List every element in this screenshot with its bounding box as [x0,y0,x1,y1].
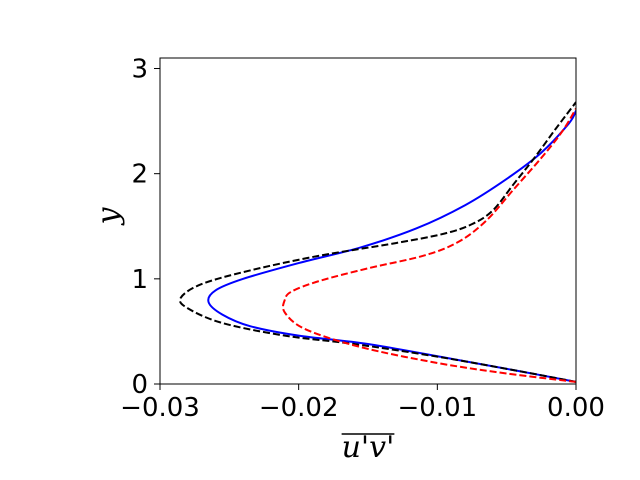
plot-area [160,58,576,384]
series-layer [178,101,576,383]
y-tick-label: 1 [131,265,148,295]
series-line-2 [178,101,576,383]
y-tick-label: 0 [131,370,148,400]
y-axis-label: y [91,206,126,226]
x-tick-label: −0.03 [120,393,200,423]
series-line-1 [207,110,576,383]
x-axis-label-group: u'v' [341,430,395,465]
x-tick-label: 0.00 [547,393,605,423]
x-tick-label: −0.02 [259,393,339,423]
x-tick-label: −0.01 [397,393,477,423]
y-tick-label: 3 [131,55,148,85]
y-axis: 0 1 2 3 [131,55,160,400]
plot-frame [159,57,577,385]
series-line-3 [281,107,576,383]
x-axis-label: u'v' [342,430,395,465]
x-axis: −0.03 −0.02 −0.01 0.00 [120,384,605,423]
y-tick-label: 2 [131,160,148,190]
